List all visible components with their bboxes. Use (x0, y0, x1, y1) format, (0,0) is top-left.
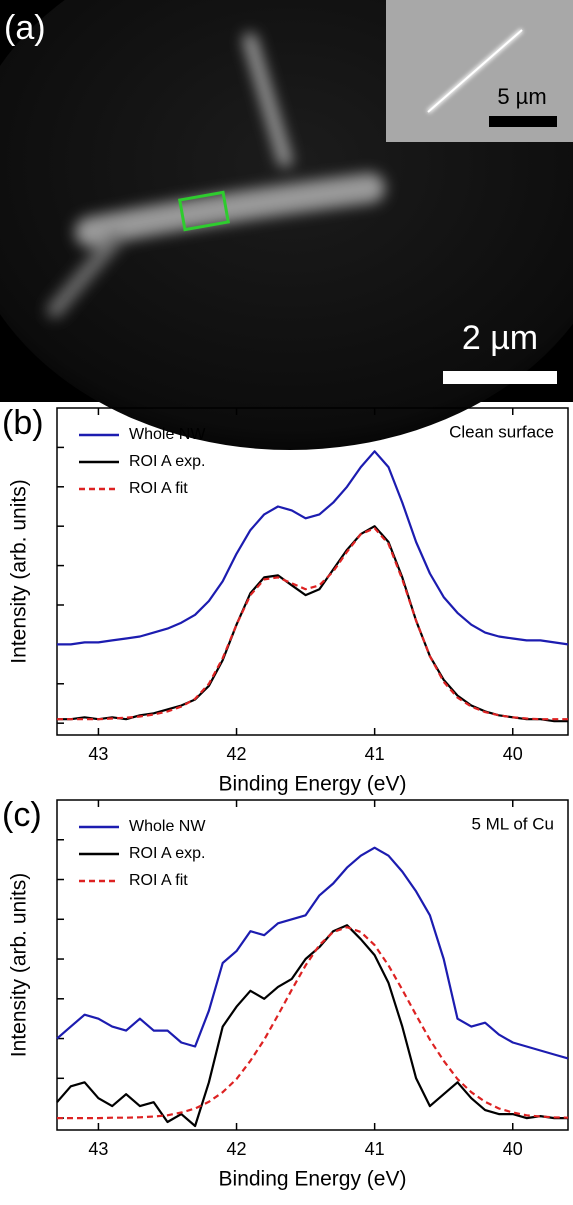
series-line (57, 525, 568, 723)
panel-label: (b) (2, 404, 44, 442)
panel-label: (c) (2, 796, 42, 834)
plot-frame (56, 799, 569, 1131)
series-line (56, 924, 568, 1128)
panel-a: 5 µm 2 µm (a) (0, 0, 573, 450)
x-axis-label: Binding Energy (eV) (219, 1168, 407, 1191)
series-line (57, 926, 569, 1120)
nanowires (47, 33, 385, 318)
legend-label: Whole NW (129, 426, 206, 443)
inset-scale-bar (489, 116, 557, 127)
plot-frame (56, 407, 569, 736)
x-tick-label: 42 (227, 1139, 247, 1159)
annotation: 5 ML of Cu (471, 814, 554, 833)
x-axis-label: Binding Energy (eV) (219, 773, 407, 796)
roi-box (177, 190, 231, 232)
chart: 43 42 41 40 Binding Energy (eV) Intensity (ar… (2, 404, 569, 796)
scale-label: 2 µm (462, 319, 538, 357)
legend-label: ROI A fit (129, 480, 188, 497)
x-tick-label: 43 (88, 744, 108, 764)
legend-label: ROI A fit (129, 872, 188, 889)
series-line (56, 846, 569, 1060)
series-line (57, 450, 569, 646)
legend-label: Whole NW (129, 818, 206, 835)
inset-nanowire (427, 29, 523, 113)
panel-label: (a) (4, 9, 46, 47)
annotation: Clean surface (449, 422, 554, 441)
y-axis-label: Intensity (arb. units) (8, 873, 31, 1057)
legend-label: ROI A exp. (129, 845, 205, 862)
inset-scale-label: 5 µm (497, 84, 546, 109)
x-tick-label: 42 (227, 744, 247, 764)
y-axis-label: Intensity (arb. units) (8, 479, 31, 663)
chart: 43 42 41 40 Binding Energy (eV) Intensity (ar… (2, 796, 569, 1191)
legend-label: ROI A exp. (129, 453, 205, 470)
x-tick-label: 40 (503, 744, 523, 764)
x-tick-label: 43 (88, 1139, 108, 1159)
x-tick-label: 40 (503, 1139, 523, 1159)
scale-bar (443, 371, 557, 384)
x-tick-label: 41 (365, 1139, 385, 1159)
series-line (57, 527, 568, 721)
x-tick-label: 41 (365, 744, 385, 764)
